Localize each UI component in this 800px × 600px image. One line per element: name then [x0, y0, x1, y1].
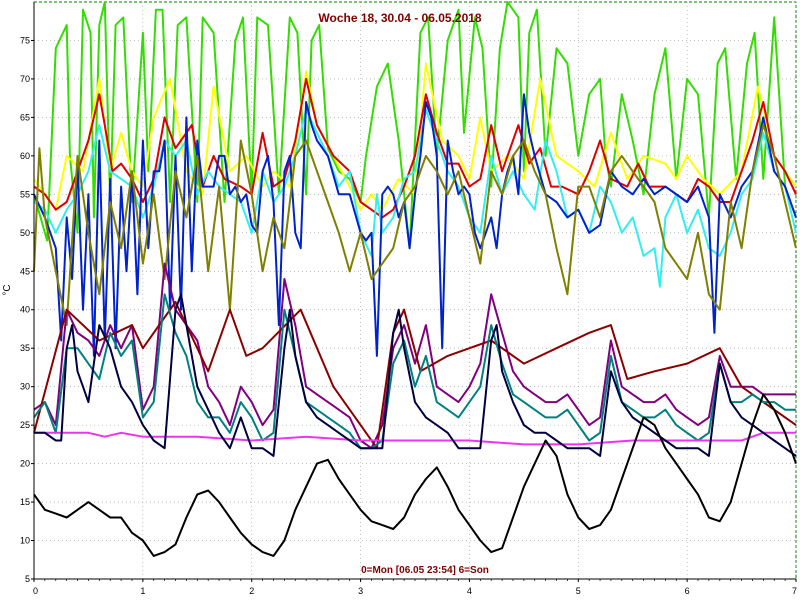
- y-tick-label: 60: [20, 151, 30, 161]
- x-tick-label: 5: [576, 586, 581, 596]
- y-tick-label: 15: [20, 497, 30, 507]
- x-axis-label: 0=Mon [06.05 23:54] 6=Son: [361, 565, 489, 576]
- series-line-12: [33, 393, 797, 557]
- x-tick-label: 7: [792, 586, 797, 596]
- series-line-9: [33, 293, 796, 450]
- y-tick-label: 55: [20, 189, 30, 199]
- y-tick-label: 65: [20, 112, 30, 122]
- series-line-8: [33, 301, 797, 450]
- series-line-10: [34, 431, 796, 446]
- y-tick-label: 5: [25, 574, 30, 584]
- x-tick-label: 1: [140, 586, 145, 596]
- series-group: [33, 1, 797, 557]
- y-tick-labels: 5 10 15 20 25 30 35 40 45 50 55 60 65 70 75: [20, 35, 34, 584]
- y-tick-label: 25: [20, 420, 30, 430]
- x-tick-label: 4: [467, 586, 472, 596]
- x-tick-label: 2: [249, 586, 254, 596]
- x-tick-labels: 0 1 2 3 4 5 6 7: [33, 579, 797, 596]
- y-tick-label: 75: [20, 35, 30, 45]
- x-tick-label: 6: [685, 586, 690, 596]
- y-tick-label: 20: [20, 459, 30, 469]
- series-line-7: [33, 262, 796, 450]
- chart-title: Woche 18, 30.04 - 06.05.2018: [318, 11, 482, 25]
- series-line-1: [33, 1, 797, 250]
- y-tick-label: 10: [20, 536, 30, 546]
- x-tick-label: 3: [358, 586, 363, 596]
- plot-frame: [33, 1, 797, 580]
- y-tick-label: 45: [20, 266, 30, 276]
- y-axis-label: °C: [2, 284, 13, 295]
- x-tick-label: 0: [33, 586, 38, 596]
- y-tick-label: 35: [20, 343, 30, 353]
- y-tick-label: 40: [20, 305, 30, 315]
- y-tick-label: 30: [20, 382, 30, 392]
- y-tick-label: 50: [20, 228, 30, 238]
- series-line-6: [33, 124, 797, 327]
- y-tick-label: 70: [20, 74, 30, 84]
- series-line-2: [33, 62, 797, 211]
- series-line-11: [34, 293, 797, 457]
